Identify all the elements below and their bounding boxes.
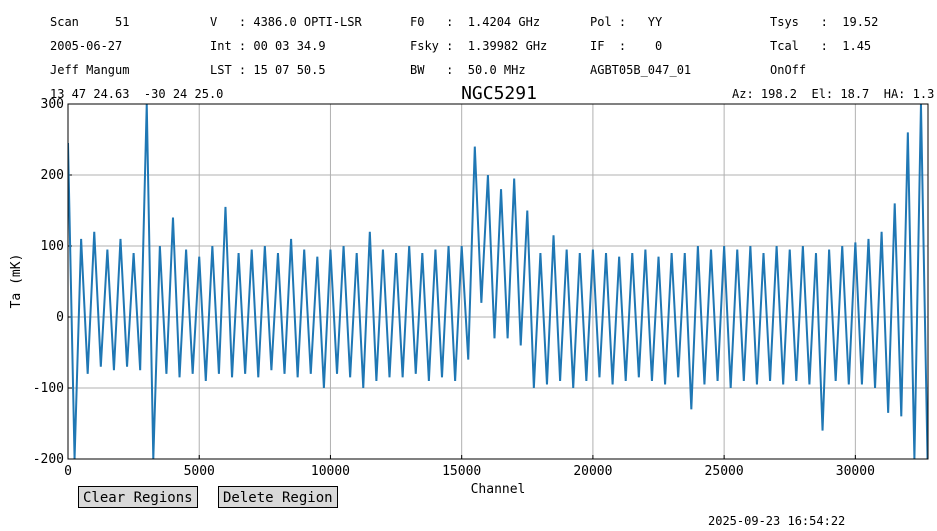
- y-tick-label: 100: [41, 239, 64, 254]
- header-field: AGBT05B_047_01: [590, 63, 691, 77]
- header-field: LST : 15 07 50.5: [210, 63, 326, 77]
- header-field: F0 : 1.4204 GHz: [410, 15, 540, 29]
- x-tick-label: 20000: [573, 464, 612, 479]
- timestamp: 2025-09-23 16:54:22: [708, 514, 845, 528]
- x-tick-label: 15000: [442, 464, 481, 479]
- x-tick-label: 30000: [836, 464, 875, 479]
- y-tick-label: -200: [33, 452, 64, 467]
- header-field: Jeff Mangum: [50, 63, 129, 77]
- header-field: 2005-06-27: [50, 39, 122, 53]
- header-field: Tcal : 1.45: [770, 39, 871, 53]
- header-field: Scan 51: [50, 15, 129, 29]
- x-tick-label: 10000: [311, 464, 350, 479]
- x-tick-label: 25000: [705, 464, 744, 479]
- coords: 13 47 24.63 -30 24 25.0: [50, 87, 223, 101]
- x-tick-label: 5000: [184, 464, 215, 479]
- chart-title: NGC5291: [461, 83, 537, 104]
- y-tick-label: 0: [56, 310, 64, 325]
- header-field: Pol : YY: [590, 15, 663, 29]
- y-tick-label: 300: [41, 97, 64, 112]
- plot-frame: [67, 103, 929, 460]
- header-field: BW : 50.0 MHz: [410, 63, 526, 77]
- az-el: Az: 198.2 El: 18.7 HA: 1.3: [732, 87, 934, 101]
- y-tick-label: 200: [41, 168, 64, 183]
- x-tick-label: 0: [64, 464, 72, 479]
- button[interactable]: Delete Region: [218, 486, 338, 508]
- header-field: V : 4386.0 OPTI-LSR: [210, 15, 362, 29]
- y-tick-label: -100: [33, 381, 64, 396]
- header-field: Fsky : 1.39982 GHz: [410, 39, 547, 53]
- header-field: Int : 00 03 34.9: [210, 39, 326, 53]
- button[interactable]: Clear Regions: [78, 486, 198, 508]
- spectrum-line: [68, 104, 928, 459]
- header-field: IF : 0: [590, 39, 662, 53]
- header-field: OnOff: [770, 63, 806, 77]
- x-axis-label: Channel: [471, 482, 526, 497]
- header-field: Tsys : 19.52: [770, 15, 878, 29]
- y-axis-label: Ta (mK): [9, 254, 24, 309]
